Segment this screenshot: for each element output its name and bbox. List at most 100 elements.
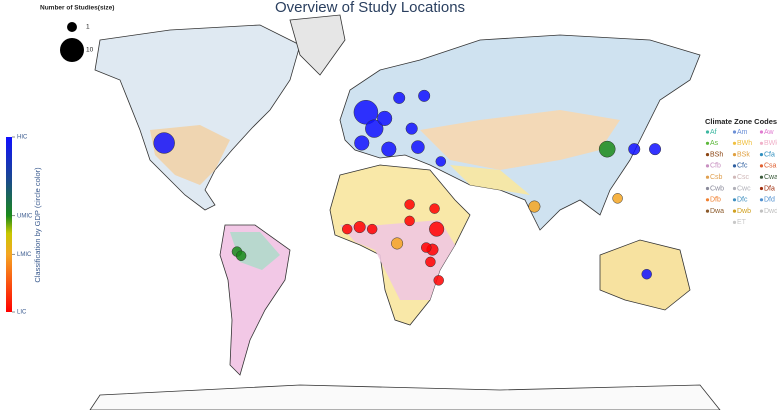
climate-swatch: [705, 186, 710, 191]
colorbar-tick-label: HIC: [17, 135, 28, 141]
title: Overview of Study Locations: [275, 0, 465, 16]
climate-swatch: [705, 198, 710, 202]
study-points: [153, 89, 662, 286]
climate-legend: Af Am Aw As BWh BWk BSh BSk Cfa Cfb Cfc Csa Csb Csc Cw…: [705, 129, 777, 226]
study-location: [391, 237, 404, 250]
climate-swatch: [759, 209, 764, 213]
study-location: [435, 156, 447, 167]
study-location: [429, 203, 440, 214]
climate-code: Csc: [737, 174, 750, 181]
climate-code: Dfb: [710, 197, 721, 204]
study-location: [418, 89, 431, 102]
study-location: [153, 132, 175, 154]
study-location: [429, 221, 445, 237]
climate-code: BSk: [737, 151, 750, 158]
climate-swatch: [759, 130, 764, 134]
colorbar-tick-label: UMIC: [17, 213, 33, 219]
climate-code: Am: [737, 129, 748, 136]
antarctica: [89, 384, 721, 411]
climate-code: Csb: [710, 174, 723, 181]
colorbar-title: Classification by GDP (circle color): [33, 167, 42, 283]
climate-swatch: [732, 186, 737, 191]
climate-swatch: [732, 141, 737, 145]
study-location: [649, 143, 662, 156]
climate-swatch: [705, 130, 710, 134]
colorbar-tick-label: LIC: [17, 310, 27, 316]
climate-code: Dfa: [764, 185, 775, 192]
climate-swatch: [759, 198, 764, 202]
size-legend-label: 1: [86, 24, 90, 31]
climate-code: Cfc: [737, 163, 748, 170]
climate-swatch: [732, 175, 737, 179]
climate-swatch: [705, 164, 710, 168]
climate-region: [420, 110, 620, 170]
study-location: [377, 110, 393, 126]
climate-code: Cfb: [710, 163, 721, 170]
climate-swatch: [732, 130, 737, 134]
climate-swatch: [732, 209, 737, 213]
climate-code: Dfd: [764, 197, 775, 204]
south-america: [219, 224, 291, 376]
study-location: [433, 275, 444, 286]
climate-swatch: [732, 164, 737, 168]
climate-region: [340, 220, 455, 300]
climate-code: Dwd: [764, 208, 777, 215]
study-location: [341, 223, 353, 235]
climate-code: BWk: [764, 140, 777, 147]
colorbar-ticks: HIC UMIC LMIC LIC: [12, 135, 33, 316]
climate-code: Csa: [764, 163, 777, 170]
climate-swatch: [705, 175, 710, 179]
climate-swatch: [705, 153, 710, 157]
size-legend-marker: [67, 22, 77, 32]
climate-swatch: [732, 220, 737, 224]
study-location: [612, 193, 623, 204]
climate-code: BWh: [737, 140, 752, 147]
study-location: [404, 215, 415, 227]
climate-code: Dwb: [737, 208, 751, 215]
size-legend: 1 10: [60, 22, 94, 62]
colorbar: [6, 137, 12, 312]
climate-swatch: [759, 141, 764, 145]
climate-legend-title: Climate Zone Codes: [705, 117, 777, 126]
study-location: [425, 256, 436, 268]
climate-code: Cwb: [710, 185, 724, 192]
study-location: [235, 250, 247, 261]
study-location: [354, 135, 370, 151]
study-location: [381, 141, 397, 157]
climate-code: Dwa: [710, 208, 724, 215]
study-location: [598, 140, 616, 158]
study-location: [353, 221, 366, 234]
climate-code: Af: [710, 129, 717, 136]
greenland: [289, 14, 346, 76]
climate-swatch: [705, 209, 710, 213]
study-location: [641, 268, 652, 280]
climate-swatch: [705, 141, 710, 145]
climate-code: Dfc: [737, 197, 748, 204]
colorbar-tick-label: LMIC: [17, 252, 32, 258]
size-legend-title: Number of Studies(size): [40, 5, 114, 12]
size-legend-label: 10: [86, 47, 94, 54]
study-location: [353, 100, 379, 125]
study-location: [421, 242, 432, 253]
climate-code: Cfa: [764, 151, 775, 158]
climate-code: ET: [737, 219, 747, 226]
climate-swatch: [759, 175, 764, 179]
study-location: [628, 143, 641, 156]
climate-region: [450, 165, 530, 195]
climate-swatch: [759, 164, 764, 168]
climate-code: Cwa: [764, 174, 777, 181]
climate-swatch: [759, 153, 764, 157]
study-location: [411, 140, 425, 154]
study-location: [393, 91, 406, 104]
climate-code: Cwc: [737, 185, 751, 192]
climate-swatch: [732, 198, 737, 202]
climate-code: BSh: [710, 151, 723, 158]
basemap: [89, 14, 721, 411]
study-location: [528, 200, 541, 213]
climate-code: Aw: [764, 129, 775, 136]
size-legend-marker: [60, 38, 84, 62]
climate-swatch: [732, 153, 737, 157]
study-location: [404, 199, 415, 210]
